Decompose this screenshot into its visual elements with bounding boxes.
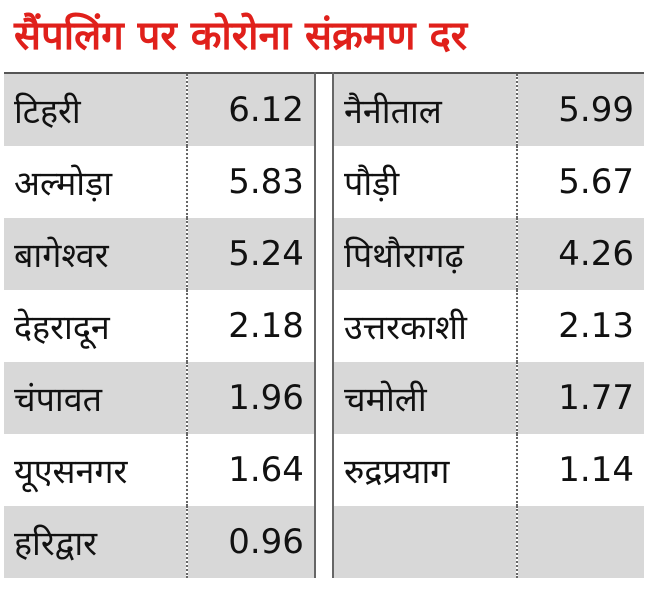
column-divider <box>313 362 335 434</box>
rate-value: 5.24 <box>186 218 315 290</box>
rate-value: 1.14 <box>558 450 634 490</box>
rate-value: 1.64 <box>228 450 304 490</box>
district-name: देहरादून <box>4 290 188 362</box>
rate-value: 6.12 <box>186 73 315 146</box>
district-name: हरिद्वार <box>4 506 188 578</box>
rate-value: 2.13 <box>558 306 634 346</box>
district-name: यूएसनगर <box>4 434 188 506</box>
table-row: बागेश्वर 5.24 पिथौरागढ़ 4.26 <box>4 218 644 290</box>
district-name: नैनीताल <box>333 73 518 146</box>
district-name: रुद्रप्रयाग <box>333 434 518 506</box>
district-name: बागेश्वर <box>4 218 188 290</box>
district-name: पिथौरागढ़ <box>333 218 518 290</box>
table-row: हरिद्वार 0.96 <box>4 506 644 578</box>
rate-value: 1.96 <box>186 362 315 434</box>
column-divider <box>313 434 335 506</box>
district-name: अल्मोड़ा <box>4 146 188 218</box>
table-row: यूएसनगर 1.64 रुद्रप्रयाग 1.14 <box>4 434 644 506</box>
table-row: देहरादून 2.18 उत्तरकाशी 2.13 <box>4 290 644 362</box>
district-name: चमोली <box>333 362 518 434</box>
column-divider <box>313 218 335 290</box>
district-name: पौड़ी <box>333 146 518 218</box>
table-row: अल्मोड़ा 5.83 पौड़ी 5.67 <box>4 146 644 218</box>
rate-value: 5.83 <box>228 162 304 202</box>
table-row: चंपावत 1.96 चमोली 1.77 <box>4 362 644 434</box>
rates-table: टिहरी 6.12 नैनीताल 5.99 अल्मोड़ा 5.83 पौड़ी 5.6… <box>4 72 644 578</box>
column-divider <box>313 73 335 146</box>
district-name: चंपावत <box>4 362 188 434</box>
column-divider <box>313 506 335 578</box>
table-row: टिहरी 6.12 नैनीताल 5.99 <box>4 73 644 146</box>
rate-value <box>516 506 644 578</box>
rate-value: 1.77 <box>516 362 644 434</box>
district-name: टिहरी <box>4 73 188 146</box>
rate-value: 5.99 <box>516 73 644 146</box>
rate-value: 2.18 <box>228 306 304 346</box>
rate-value: 0.96 <box>186 506 315 578</box>
district-name <box>333 506 518 578</box>
rate-value: 4.26 <box>516 218 644 290</box>
title: सैंपलिंग पर कोरोना संक्रमण दर <box>14 13 468 59</box>
district-name: उत्तरकाशी <box>333 290 518 362</box>
column-divider <box>313 290 335 362</box>
rate-value: 5.67 <box>558 162 634 202</box>
column-divider <box>313 146 335 218</box>
